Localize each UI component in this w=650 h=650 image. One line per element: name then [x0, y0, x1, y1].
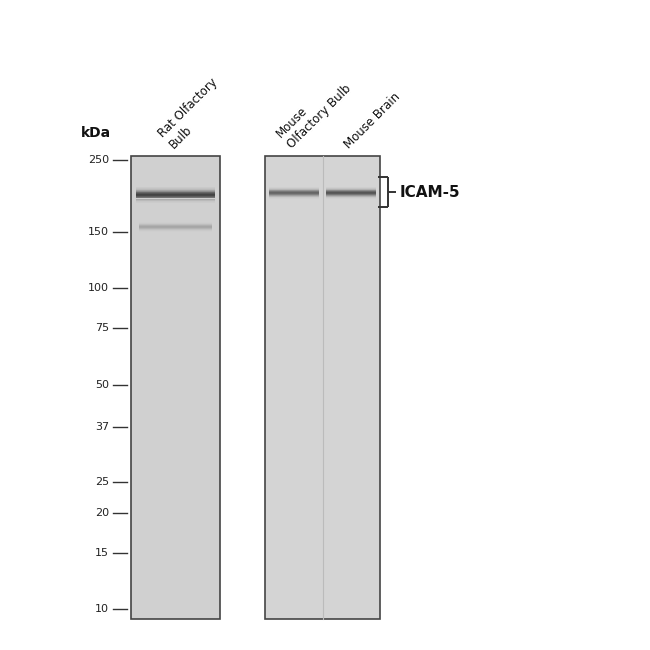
Text: 15: 15 — [95, 548, 109, 558]
Text: Mouse Brain: Mouse Brain — [342, 90, 403, 151]
Text: kDa: kDa — [81, 127, 111, 140]
Text: 100: 100 — [88, 283, 109, 293]
Text: 75: 75 — [95, 323, 109, 333]
Text: 150: 150 — [88, 227, 109, 237]
Text: 37: 37 — [95, 422, 109, 432]
Text: ICAM-5: ICAM-5 — [400, 185, 460, 200]
Text: 250: 250 — [88, 155, 109, 165]
Text: 50: 50 — [95, 380, 109, 390]
Text: Rat Olfactory
Bulb: Rat Olfactory Bulb — [156, 76, 231, 151]
Bar — [131, 156, 220, 619]
Text: Mouse
Olfactory Bulb: Mouse Olfactory Bulb — [274, 72, 354, 151]
Bar — [265, 156, 380, 619]
Text: 25: 25 — [95, 476, 109, 487]
Text: 10: 10 — [95, 604, 109, 614]
Text: 20: 20 — [95, 508, 109, 518]
